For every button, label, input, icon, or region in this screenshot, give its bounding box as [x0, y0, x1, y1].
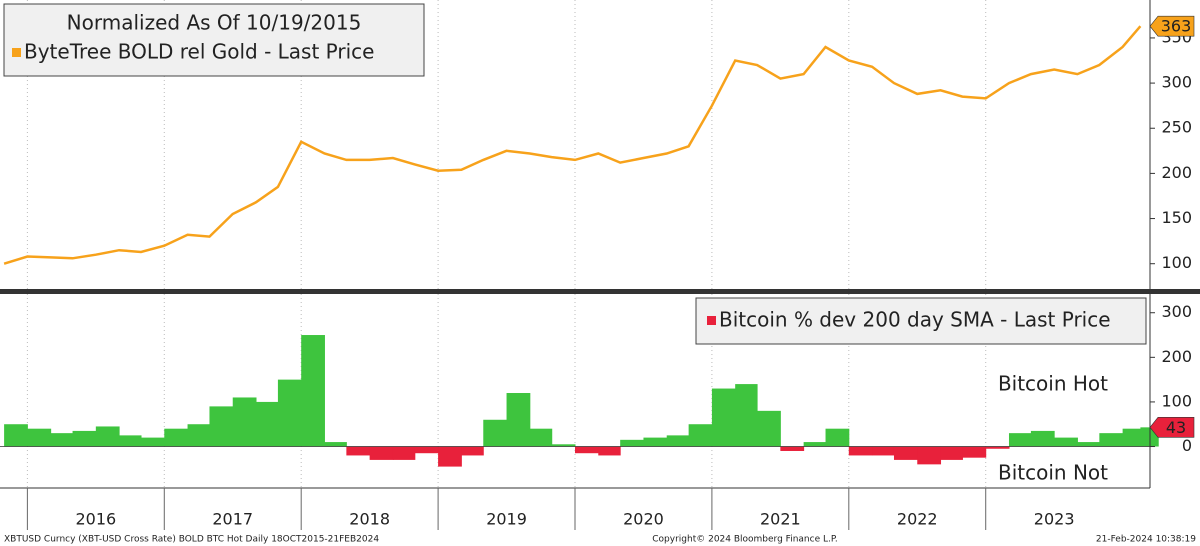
- bar: [1099, 433, 1124, 447]
- y-tick-label: 0: [1182, 436, 1192, 455]
- last-value-tag: [1149, 15, 1195, 37]
- bar: [985, 446, 1010, 449]
- bar: [392, 446, 416, 460]
- bar: [803, 442, 827, 447]
- bar: [187, 424, 210, 447]
- footer-right: 21-Feb-2024 10:38:19: [1096, 535, 1196, 545]
- y-tick-label: 200: [1161, 163, 1192, 182]
- x-tick-label: 2017: [212, 510, 253, 529]
- legend-swatch: [707, 316, 716, 325]
- footer-left: XBTUSD Curncy (XBT-USD Cross Rate) BOLD …: [4, 535, 379, 545]
- bar: [438, 446, 462, 467]
- bar: [301, 335, 325, 447]
- panel-divider: [0, 289, 1200, 294]
- bar: [1077, 442, 1100, 447]
- bar: [620, 439, 644, 447]
- bar: [735, 384, 758, 447]
- bar: [4, 424, 28, 447]
- bar: [711, 388, 736, 447]
- bar: [1054, 437, 1078, 447]
- x-tick-label: 2016: [75, 510, 116, 529]
- bar: [483, 419, 508, 447]
- bar: [72, 430, 97, 447]
- legend-label: Bitcoin % dev 200 day SMA - Last Price: [719, 308, 1111, 332]
- x-tick-label: 2022: [897, 510, 938, 529]
- bar: [917, 446, 942, 465]
- y-tick-label: 300: [1161, 73, 1192, 92]
- bar: [575, 446, 599, 454]
- legend-box: [3, 3, 425, 77]
- bar: [1030, 430, 1055, 447]
- x-tick-label: 2018: [349, 510, 390, 529]
- bar: [666, 435, 690, 447]
- bar: [1122, 428, 1141, 447]
- legend-label: ByteTree BOLD rel Gold - Last Price: [24, 40, 374, 64]
- bar: [506, 393, 531, 447]
- bar: [551, 444, 576, 447]
- bar: [346, 446, 371, 456]
- bar: [825, 428, 850, 447]
- bar: [848, 446, 873, 456]
- y-tick-label: 100: [1161, 253, 1192, 272]
- y-tick-label: 100: [1161, 391, 1192, 410]
- bar: [872, 446, 895, 456]
- chart-title: Normalized As Of 10/19/2015: [67, 11, 362, 35]
- bar: [50, 433, 74, 447]
- y-tick-label: 250: [1161, 118, 1192, 137]
- bar: [780, 446, 805, 451]
- bar: [277, 379, 302, 447]
- bar: [256, 401, 279, 447]
- bar: [232, 397, 257, 447]
- last-value-label: 43: [1166, 418, 1186, 437]
- bar: [643, 437, 668, 447]
- bar: [757, 410, 781, 447]
- legend-swatch: [12, 48, 21, 57]
- last-value-tag: [1149, 417, 1195, 438]
- x-tick-label: 2020: [623, 510, 664, 529]
- bar: [141, 437, 165, 447]
- legend-box: [695, 297, 1147, 345]
- bar: [529, 428, 553, 447]
- bar: [893, 446, 918, 460]
- bar: [414, 446, 439, 454]
- x-tick-label: 2023: [1034, 510, 1075, 529]
- annotation: Bitcoin Not: [998, 461, 1108, 485]
- bar: [461, 446, 484, 456]
- line: [3, 25, 1142, 265]
- bar: [164, 428, 189, 447]
- x-tick-label: 2019: [486, 510, 527, 529]
- bar: [962, 446, 987, 458]
- bar: [209, 406, 234, 447]
- bar: [27, 428, 52, 447]
- y-tick-label: 300: [1161, 302, 1192, 321]
- bar: [324, 442, 347, 447]
- y-tick-label: 150: [1161, 208, 1192, 227]
- bar: [598, 446, 621, 456]
- last-value-label: 363: [1161, 17, 1192, 36]
- bar: [1008, 433, 1032, 447]
- bar: [369, 446, 394, 460]
- bar: [95, 426, 120, 447]
- bar: [119, 435, 142, 447]
- y-tick-label: 200: [1161, 347, 1192, 366]
- annotation: Bitcoin Hot: [998, 372, 1108, 396]
- bar: [688, 424, 713, 447]
- footer-center: Copyright© 2024 Bloomberg Finance L.P.: [652, 535, 837, 545]
- x-tick-label: 2021: [760, 510, 801, 529]
- bar: [940, 446, 963, 460]
